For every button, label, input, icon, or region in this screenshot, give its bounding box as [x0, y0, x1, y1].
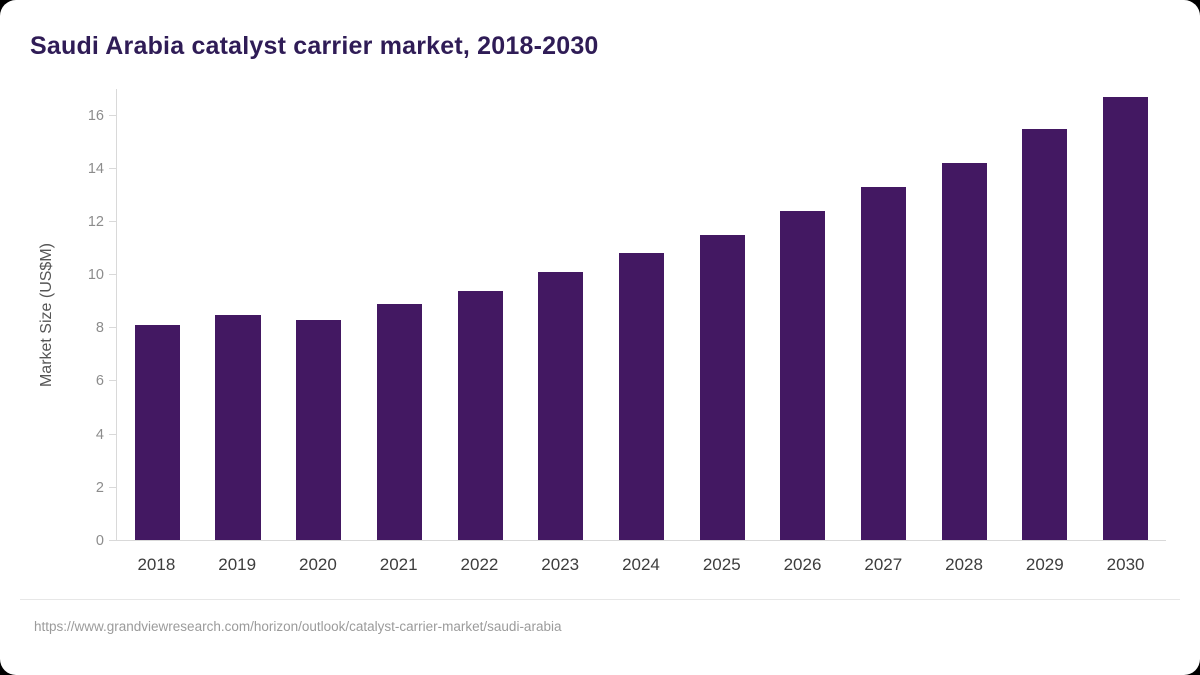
x-axis-labels: 2018 2019 2020 2021 2022 2023 2024 2025 2026 2027… — [116, 541, 1166, 589]
y-tick-label: 14 — [87, 160, 104, 177]
y-axis-title-container: Market Size (US$M) — [30, 89, 64, 541]
x-axis-label: 2030 — [1106, 555, 1145, 574]
y-tick-mark — [109, 167, 116, 169]
bar-column — [520, 89, 601, 540]
y-tick-mark — [109, 274, 116, 276]
y-tick-label: 16 — [87, 107, 104, 124]
bar — [134, 325, 180, 540]
y-tick-label: 2 — [95, 479, 104, 496]
x-axis-label: 2019 — [218, 555, 257, 574]
bar — [215, 314, 261, 540]
bar-column — [359, 89, 440, 540]
x-axis-label: 2028 — [945, 555, 983, 574]
y-tick-mark — [109, 540, 116, 541]
x-axis-label: 2027 — [864, 555, 903, 574]
bar — [860, 187, 907, 540]
x-axis-label: 2024 — [622, 555, 660, 574]
bar — [1022, 128, 1068, 540]
bar — [457, 290, 503, 540]
y-tick-label: 4 — [95, 426, 104, 443]
bar — [538, 272, 584, 540]
x-axis-label: 2025 — [702, 555, 741, 574]
y-tick-label: 8 — [95, 320, 104, 337]
y-tick-label: 6 — [95, 373, 104, 390]
plot-area — [116, 89, 1166, 541]
bars-row — [117, 89, 1166, 540]
bar-column — [843, 89, 924, 540]
bar-column — [1005, 89, 1086, 540]
bar — [376, 303, 422, 540]
y-tick-label: 12 — [87, 213, 104, 230]
x-axis-label: 2023 — [541, 555, 580, 574]
y-axis-ticks: 0 2 4 6 8 10 12 14 16 — [64, 89, 116, 549]
x-axis-label: 2020 — [299, 555, 337, 574]
bar — [780, 211, 826, 540]
bar-column — [924, 89, 1005, 540]
y-tick-mark — [109, 486, 116, 488]
bar-column — [1085, 89, 1166, 540]
x-axis-label: 2018 — [137, 555, 176, 574]
source-url: https://www.grandviewresearch.com/horizo… — [34, 619, 562, 634]
y-tick-label: 0 — [95, 533, 104, 549]
y-tick-mark — [109, 220, 116, 222]
bar — [618, 253, 665, 540]
y-tick-mark — [109, 380, 116, 382]
source-footer: https://www.grandviewresearch.com/horizo… — [20, 599, 1180, 675]
y-axis-title: Market Size (US$M) — [38, 242, 55, 388]
bar-column — [440, 89, 521, 540]
bar — [296, 319, 342, 540]
x-axis-label: 2022 — [460, 555, 499, 574]
bar-column — [117, 89, 198, 540]
bar — [699, 234, 745, 540]
y-tick-mark — [109, 114, 116, 116]
bar — [941, 163, 987, 540]
bar-column — [278, 89, 359, 540]
x-axis-label: 2021 — [379, 555, 418, 574]
y-tick-label: 10 — [87, 267, 104, 284]
bar-column — [763, 89, 844, 540]
x-axis-label: 2026 — [783, 555, 822, 574]
bar-column — [601, 89, 682, 540]
bar-column — [198, 89, 279, 540]
bar-column — [682, 89, 763, 540]
bar — [1103, 96, 1149, 540]
chart-title: Saudi Arabia catalyst carrier market, 20… — [30, 32, 599, 60]
x-axis-label: 2029 — [1025, 555, 1064, 574]
y-tick-mark — [109, 327, 116, 329]
bar-chart: Market Size (US$M) 0 2 4 6 8 10 12 14 16 2018 201… — [30, 89, 1166, 589]
y-tick-mark — [109, 433, 116, 435]
